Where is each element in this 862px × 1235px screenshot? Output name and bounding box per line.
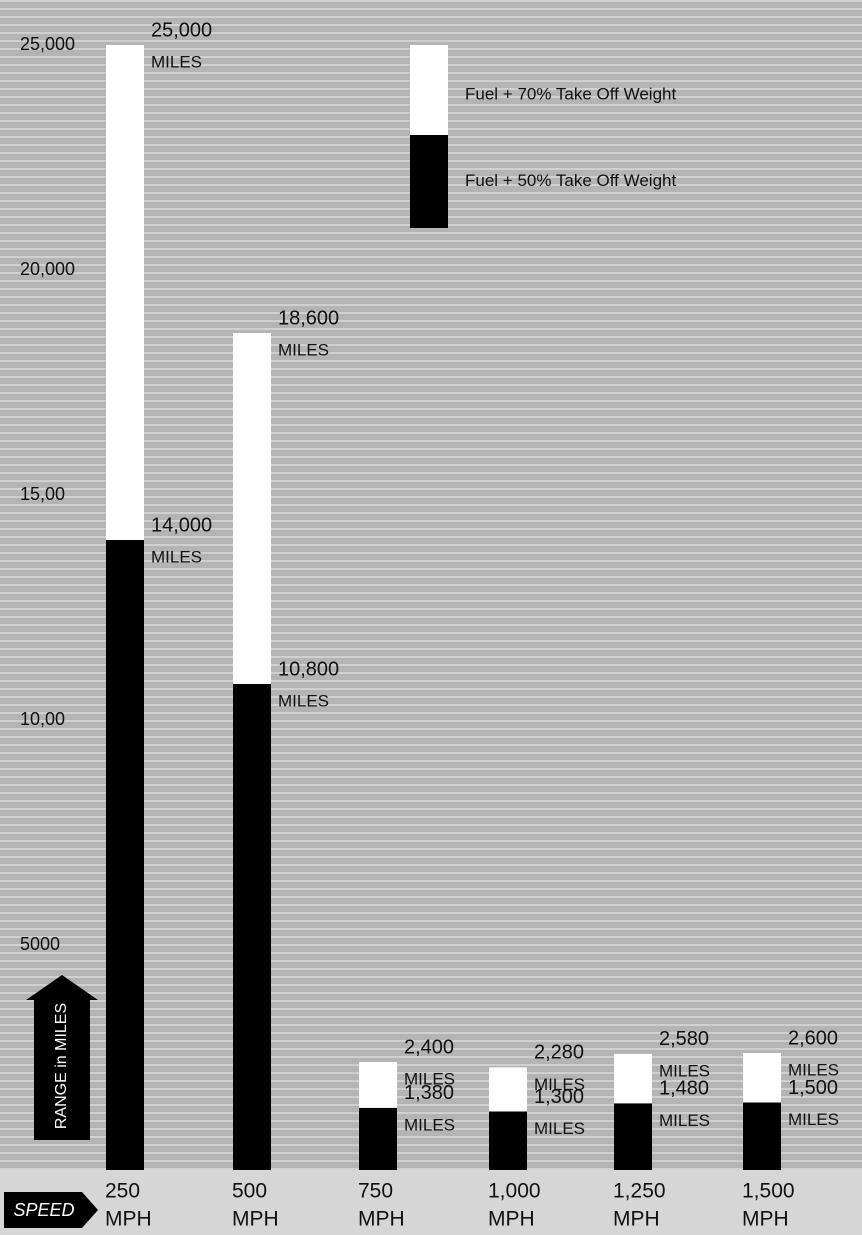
x-unit-label: MPH bbox=[358, 1208, 405, 1231]
value-label: 18,600 bbox=[278, 307, 339, 329]
x-tick-label: 1,500 bbox=[742, 1180, 795, 1203]
x-tick-label: 1,250 bbox=[613, 1180, 666, 1203]
bar bbox=[359, 1107, 397, 1170]
value-label: 14,000 bbox=[151, 514, 212, 536]
x-unit-label: MPH bbox=[105, 1208, 152, 1231]
bar bbox=[743, 1102, 781, 1170]
x-tick-label: 750 bbox=[358, 1180, 393, 1203]
y-axis-label: RANGE in MILES bbox=[53, 1003, 70, 1129]
x-unit-label: MPH bbox=[613, 1208, 660, 1231]
y-tick-label: 20,000 bbox=[20, 259, 75, 279]
x-tick-label: 250 bbox=[105, 1180, 140, 1203]
legend-label: Fuel + 70% Take Off Weight bbox=[465, 84, 676, 103]
legend-label: Fuel + 50% Take Off Weight bbox=[465, 171, 676, 190]
value-unit: MILES bbox=[659, 1111, 710, 1130]
value-unit: MILES bbox=[659, 1061, 710, 1080]
value-unit: MILES bbox=[534, 1119, 585, 1138]
value-label: 1,500 bbox=[788, 1077, 838, 1099]
x-axis-arrow: SPEED bbox=[4, 1192, 98, 1228]
y-tick-label: 15,00 bbox=[20, 484, 65, 504]
value-unit: MILES bbox=[151, 547, 202, 566]
value-unit: MILES bbox=[404, 1069, 455, 1088]
x-axis-label: SPEED bbox=[13, 1200, 74, 1220]
value-unit: MILES bbox=[151, 52, 202, 71]
bar bbox=[489, 1111, 527, 1170]
axis-strip bbox=[0, 1170, 862, 1235]
value-label: 1,300 bbox=[534, 1086, 584, 1108]
x-tick-label: 500 bbox=[232, 1180, 267, 1203]
value-label: 1,380 bbox=[404, 1082, 454, 1104]
value-unit: MILES bbox=[788, 1060, 839, 1079]
value-unit: MILES bbox=[788, 1110, 839, 1129]
x-unit-label: MPH bbox=[488, 1208, 535, 1231]
value-unit: MILES bbox=[534, 1075, 585, 1094]
value-unit: MILES bbox=[278, 340, 329, 359]
y-tick-label: 10,00 bbox=[20, 709, 65, 729]
value-label: 2,580 bbox=[659, 1028, 709, 1050]
value-unit: MILES bbox=[278, 691, 329, 710]
x-unit-label: MPH bbox=[742, 1208, 789, 1231]
value-label: 10,800 bbox=[278, 658, 339, 680]
value-unit: MILES bbox=[404, 1115, 455, 1134]
legend-swatch bbox=[410, 45, 448, 135]
x-tick-label: 1,000 bbox=[488, 1180, 541, 1203]
x-unit-label: MPH bbox=[232, 1208, 279, 1231]
bar bbox=[106, 540, 144, 1170]
y-tick-label: 5000 bbox=[20, 934, 60, 954]
y-tick-label: 25,000 bbox=[20, 34, 75, 54]
bar bbox=[614, 1103, 652, 1170]
value-label: 25,000 bbox=[151, 19, 212, 41]
value-label: 2,400 bbox=[404, 1036, 454, 1058]
value-label: 1,480 bbox=[659, 1078, 709, 1100]
legend-swatch bbox=[410, 135, 448, 228]
value-label: 2,600 bbox=[788, 1027, 838, 1049]
bar bbox=[233, 684, 271, 1170]
y-axis-arrow: RANGE in MILES bbox=[26, 975, 98, 1140]
value-label: 2,280 bbox=[534, 1042, 584, 1064]
